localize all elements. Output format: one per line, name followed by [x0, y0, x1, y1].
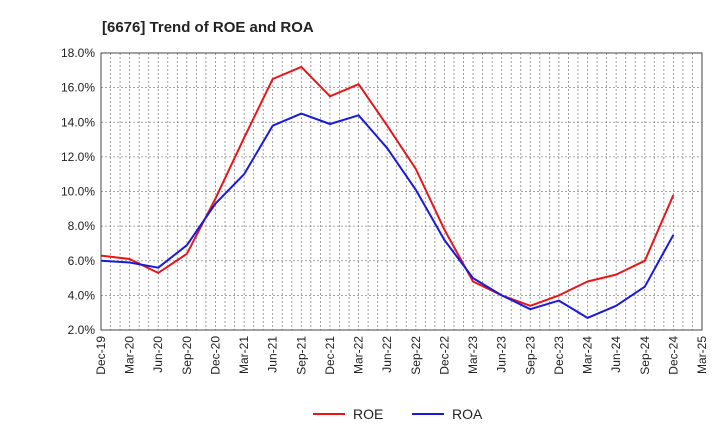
x-tick-label: Sep-24 [638, 336, 652, 375]
x-tick-label: Sep-20 [180, 336, 194, 375]
x-tick-label: Dec-22 [437, 336, 451, 375]
x-tick-label: Dec-24 [666, 336, 680, 375]
y-tick-label: 16.0% [61, 81, 95, 95]
y-axis: 2.0% 4.0% 6.0% 8.0% 10.0% 12.0% 14.0% 16.0% 18.0… [61, 46, 95, 337]
x-tick-label: Jun-24 [609, 336, 623, 373]
x-tick-label: Jun-21 [266, 336, 280, 373]
x-tick-label: Mar-25 [695, 336, 709, 374]
x-tick-label: Dec-20 [208, 336, 222, 375]
y-tick-label: 12.0% [61, 150, 95, 164]
x-tick-label: Jun-23 [495, 336, 509, 373]
series-line-roa [100, 112, 675, 319]
x-tick-label: Dec-19 [94, 336, 108, 375]
grid-lines [101, 52, 702, 331]
legend-label-roa: ROA [452, 406, 483, 422]
series-line-roe [100, 65, 675, 307]
x-tick-label: Jun-22 [380, 336, 394, 373]
chart-title: [6676] Trend of ROE and ROA [102, 19, 314, 36]
y-tick-label: 6.0% [68, 254, 96, 268]
x-tick-label: Dec-23 [552, 336, 566, 375]
x-tick-label: Sep-22 [409, 336, 423, 375]
legend-label-roe: ROE [353, 406, 383, 422]
y-tick-label: 2.0% [68, 323, 96, 337]
x-tick-label: Jun-20 [151, 336, 165, 373]
plot-frame [100, 52, 703, 331]
y-tick-label: 8.0% [68, 219, 96, 233]
x-tick-label: Mar-20 [123, 336, 137, 374]
x-tick-label: Mar-21 [237, 336, 251, 374]
y-tick-label: 10.0% [61, 185, 95, 199]
x-tick-label: Mar-22 [352, 336, 366, 374]
x-tick-label: Sep-21 [294, 336, 308, 375]
legend: ROE ROA [313, 406, 483, 422]
x-tick-label: Mar-24 [581, 336, 595, 374]
x-tick-label: Dec-21 [323, 336, 337, 375]
x-axis: Dec-19 Mar-20 Jun-20 Sep-20 Dec-20 Mar-21 Jun-… [94, 336, 709, 375]
x-tick-label: Sep-23 [523, 336, 537, 375]
series-lines [100, 65, 675, 319]
y-tick-label: 14.0% [61, 115, 95, 129]
y-tick-label: 4.0% [68, 288, 96, 302]
y-tick-label: 18.0% [61, 46, 95, 60]
x-tick-label: Mar-23 [466, 336, 480, 374]
